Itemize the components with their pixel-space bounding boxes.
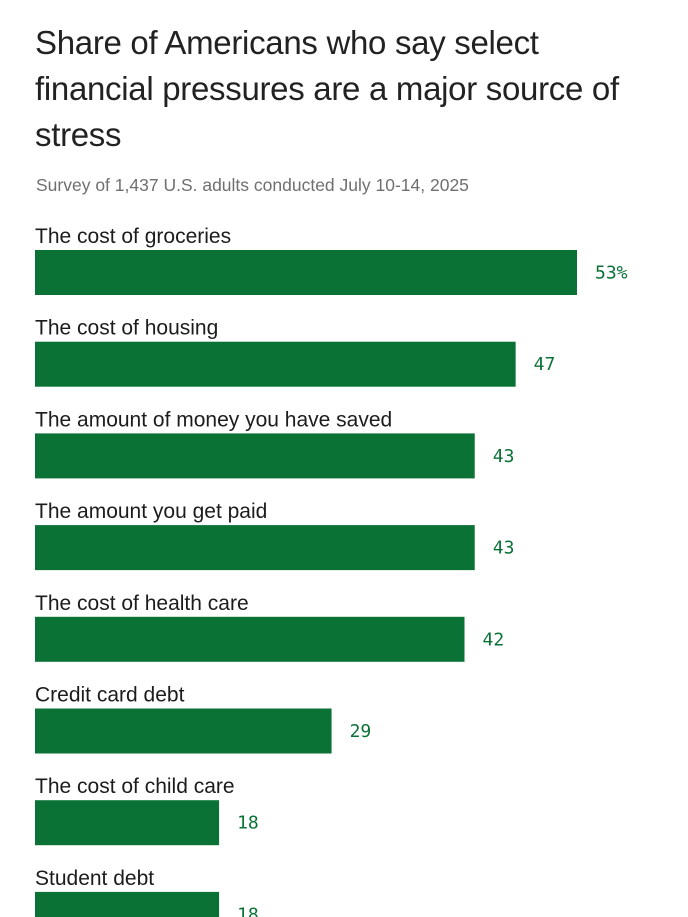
bar-label: Credit card debt (35, 684, 185, 707)
bar-value-label: 29 (350, 721, 372, 742)
bar (35, 891, 220, 917)
bar (35, 708, 332, 754)
bar-value-label: 47 (534, 354, 556, 375)
bar-label: The cost of housing (35, 317, 218, 340)
bar-value-label: 53% (595, 263, 628, 284)
bar-label: Student debt (35, 867, 154, 890)
bar-label: The amount of money you have saved (35, 408, 392, 431)
bar-label: The cost of child care (35, 775, 235, 798)
bar-label: The cost of groceries (35, 225, 231, 248)
bar-value-label: 18 (237, 904, 259, 917)
chart-subtitle: Survey of 1,437 U.S. adults conducted Ju… (36, 175, 469, 195)
bar-label: The cost of health care (35, 592, 249, 615)
chart-title: Share of Americans who say select financ… (35, 24, 619, 153)
bar (35, 800, 220, 846)
bar (35, 250, 577, 295)
bar-label: The amount you get paid (35, 500, 267, 523)
bar-value-label: 43 (493, 446, 515, 467)
bar-value-label: 43 (493, 538, 515, 559)
bar-value-label: 18 (237, 813, 259, 834)
bar (35, 433, 475, 479)
bar (35, 616, 465, 662)
bar-value-label: 42 (483, 629, 505, 650)
bar (35, 341, 516, 387)
bar (35, 525, 475, 571)
